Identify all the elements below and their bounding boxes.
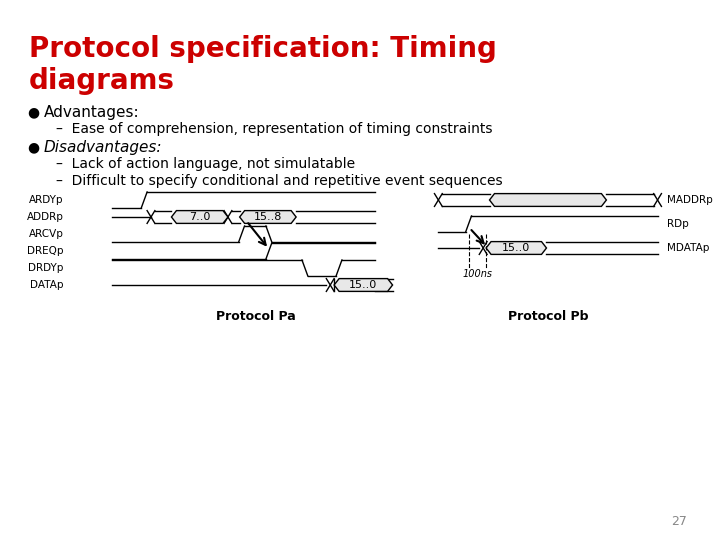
Text: DREQp: DREQp: [27, 246, 63, 256]
Text: ●: ●: [27, 140, 40, 154]
Polygon shape: [334, 279, 392, 292]
Text: Protocol specification: Timing
diagrams: Protocol specification: Timing diagrams: [30, 35, 497, 96]
Text: ADDRp: ADDRp: [27, 212, 63, 222]
Text: 7..0: 7..0: [189, 212, 210, 222]
Text: ●: ●: [27, 105, 40, 119]
Polygon shape: [171, 211, 228, 224]
Text: ARCVp: ARCVp: [29, 229, 63, 239]
Text: MDATAp: MDATAp: [667, 243, 710, 253]
Polygon shape: [490, 194, 606, 206]
Text: Disadvantages:: Disadvantages:: [44, 140, 162, 155]
Text: –  Difficult to specify conditional and repetitive event sequences: – Difficult to specify conditional and r…: [56, 174, 503, 188]
Polygon shape: [240, 211, 296, 224]
Text: Protocol Pa: Protocol Pa: [216, 310, 296, 323]
Text: 15..0: 15..0: [349, 280, 377, 290]
Text: Protocol Pb: Protocol Pb: [508, 310, 588, 323]
Polygon shape: [486, 241, 546, 254]
Text: –  Ease of comprehension, representation of timing constraints: – Ease of comprehension, representation …: [56, 122, 493, 136]
Text: RDp: RDp: [667, 219, 689, 229]
Text: Advantages:: Advantages:: [44, 105, 140, 120]
Text: DATAp: DATAp: [30, 280, 63, 290]
Text: ARDYp: ARDYp: [29, 195, 63, 205]
Text: 15..0: 15..0: [502, 243, 531, 253]
Text: –  Lack of action language, not simulatable: – Lack of action language, not simulatab…: [56, 157, 356, 171]
Text: 100ns: 100ns: [462, 269, 492, 279]
Text: 27: 27: [671, 515, 687, 528]
Text: MADDRp: MADDRp: [667, 195, 713, 205]
Text: DRDYp: DRDYp: [28, 263, 63, 273]
Text: 15..8: 15..8: [253, 212, 282, 222]
